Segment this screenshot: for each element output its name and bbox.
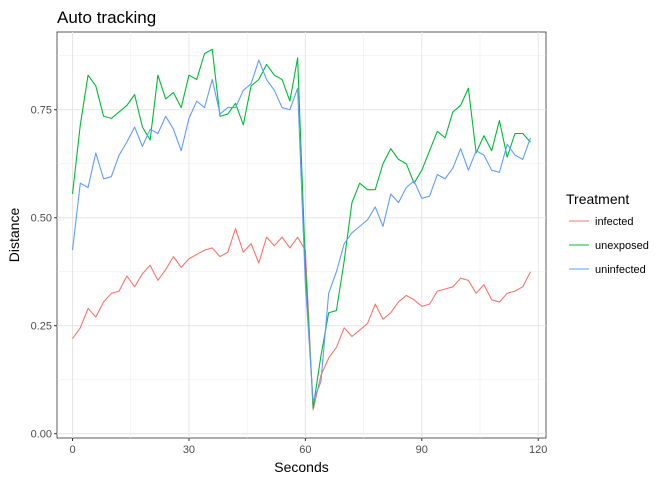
x-tick-label: 90 — [416, 444, 428, 456]
series-line-unexposed — [71, 48, 531, 409]
x-tick-label: 30 — [183, 444, 195, 456]
plot-panel — [56, 31, 547, 439]
x-tick-label: 0 — [69, 444, 75, 456]
series-lines — [71, 48, 531, 411]
series-line-infected — [72, 227, 531, 411]
chart-title: Auto tracking — [57, 8, 156, 27]
grid-lines — [57, 32, 546, 438]
x-tick-label: 120 — [529, 444, 547, 456]
legend-title: Treatment — [566, 191, 629, 207]
y-tick-label: 0.75 — [31, 105, 52, 117]
y-tick-label: 0.25 — [31, 321, 52, 333]
legend-label-infected: infected — [595, 216, 634, 228]
y-tick-label: 0.00 — [31, 429, 52, 441]
legend-label-unexposed: unexposed — [595, 240, 649, 252]
x-axis-title: Seconds — [274, 459, 328, 475]
series-line-uninfected — [71, 59, 531, 402]
y-tick-label: 0.50 — [31, 213, 52, 225]
legend-label-uninfected: uninfected — [595, 264, 646, 276]
axes: 0 30 60 90 120 0.00 0.25 0.50 0.75 — [31, 105, 548, 456]
legend: Treatment infected unexposed uninfected — [566, 191, 649, 276]
y-axis-title: Distance — [6, 208, 22, 263]
x-tick-label: 60 — [299, 444, 311, 456]
